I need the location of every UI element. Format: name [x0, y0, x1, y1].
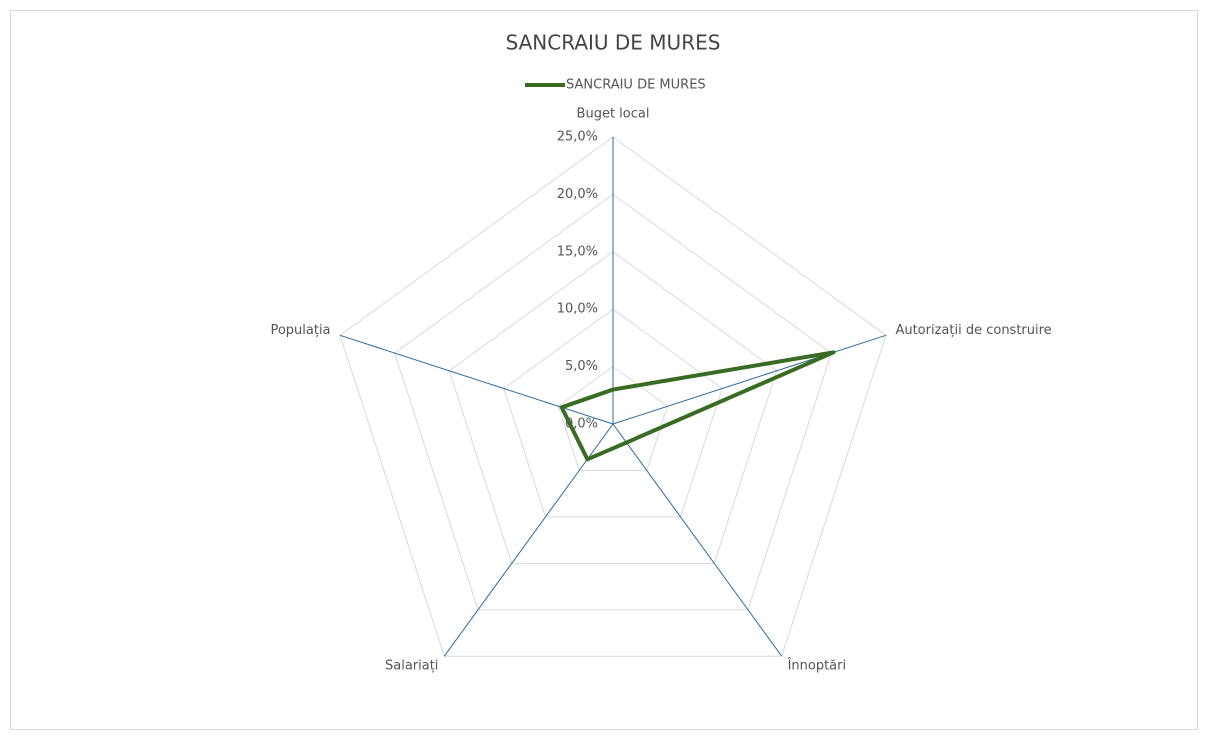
category-label: Buget local	[577, 107, 650, 122]
y-tick-label: 5,0%	[565, 359, 598, 374]
y-tick-label: 25,0%	[557, 130, 598, 145]
grid-line	[339, 136, 887, 657]
y-tick-label: 20,0%	[557, 187, 598, 202]
axis-line	[612, 334, 887, 425]
axis-line	[339, 334, 614, 425]
legend-label: SANCRAIU DE MURES	[566, 78, 706, 93]
category-label: Populația	[270, 323, 330, 338]
chart-title: SANCRAIU DE MURES	[506, 31, 721, 55]
grid-line	[394, 193, 832, 611]
grid-line	[557, 365, 669, 471]
category-label: Autorizații de construire	[895, 323, 1051, 338]
y-tick-label: 10,0%	[557, 302, 598, 317]
y-tick-label: 15,0%	[557, 244, 598, 259]
category-label: Înnoptări	[787, 658, 847, 674]
grid-line	[448, 251, 778, 564]
axis-line	[443, 423, 614, 657]
category-label: Salariați	[385, 659, 438, 674]
series-line	[559, 350, 836, 462]
axis-line	[612, 423, 783, 657]
